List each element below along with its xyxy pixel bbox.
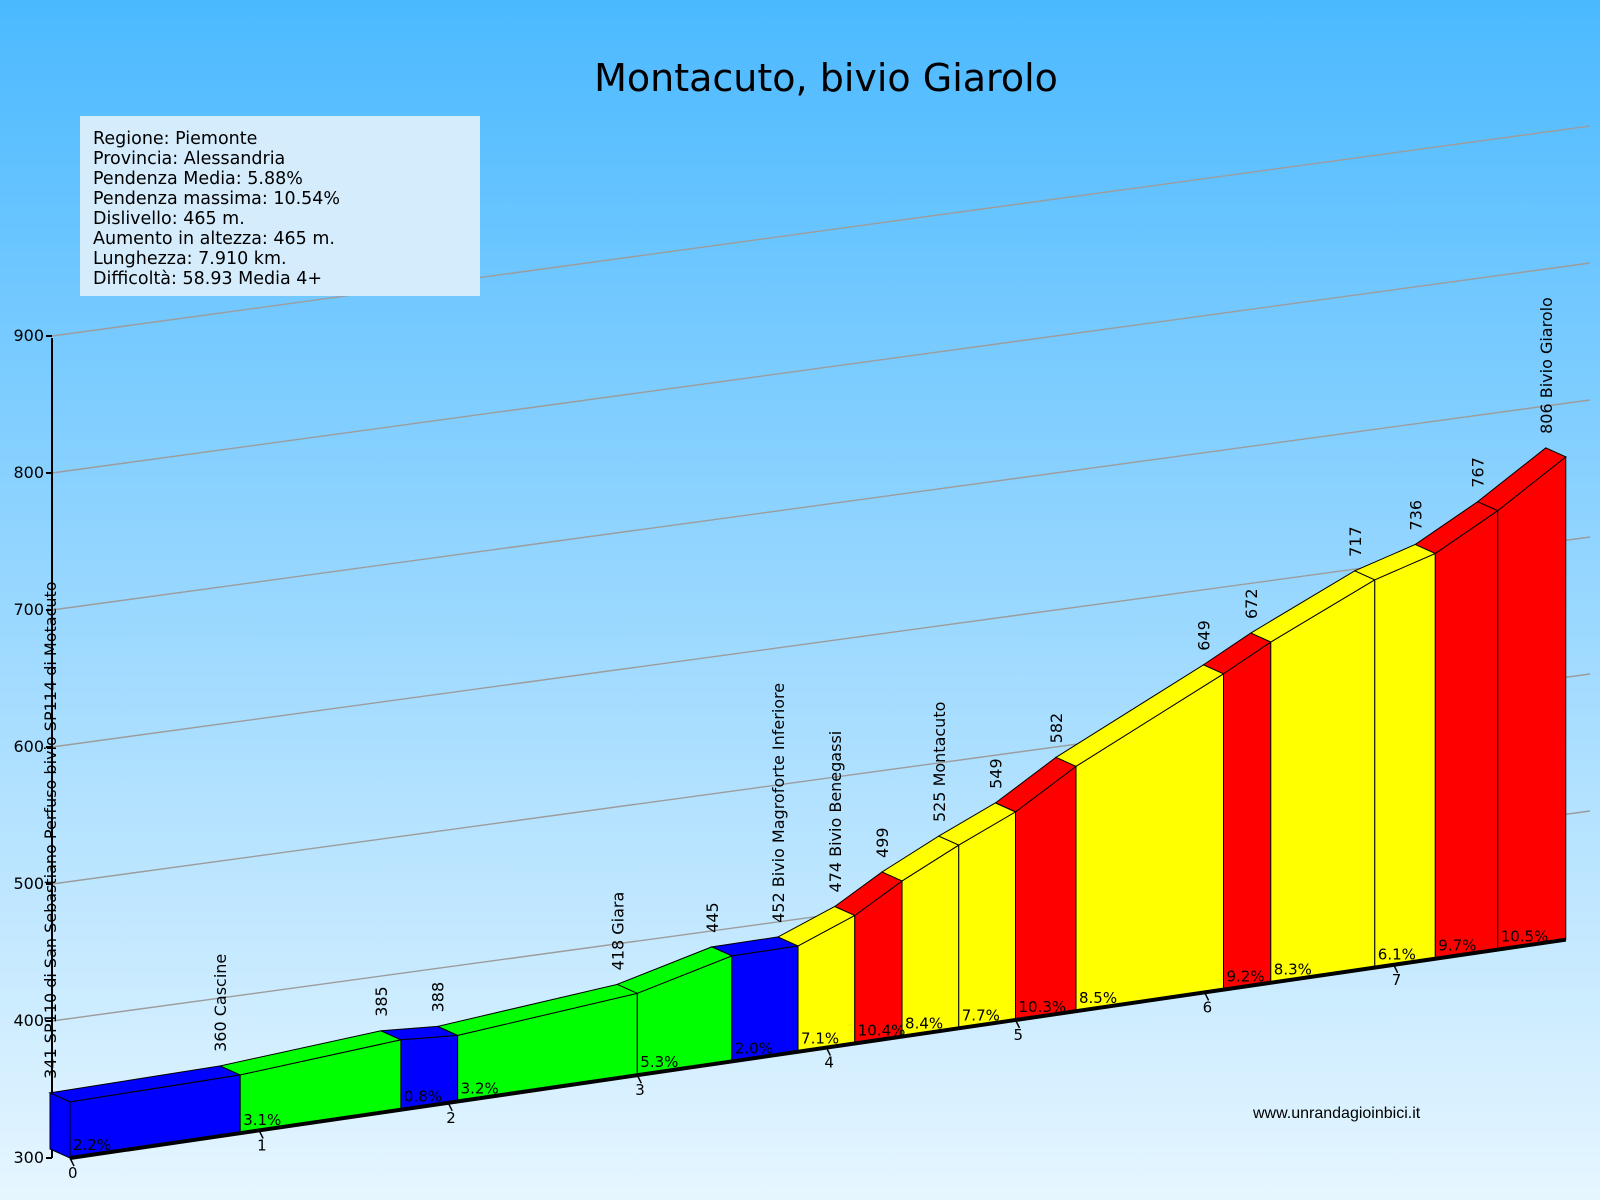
profile-segments — [48, 447, 1567, 1160]
point-elevation-label: 717 — [1346, 526, 1365, 557]
chart-title: Montacuto, bivio Giarolo — [594, 56, 1058, 100]
info-line-lunghezza: Lunghezza: 7.910 km. — [93, 249, 287, 269]
segment-grade-label: 9.2% — [1227, 968, 1265, 986]
grid-line — [51, 399, 1591, 611]
y-tick-label: 700 — [13, 600, 44, 619]
y-tick-label: 300 — [13, 1148, 44, 1167]
segment-grade-label: 8.4% — [905, 1015, 943, 1033]
point-elevation-label: 474 Bivio Benegassi — [826, 731, 845, 893]
point-elevation-label: 736 — [1406, 500, 1425, 531]
point-elevation-label: 549 — [987, 758, 1006, 789]
km-tick-mark — [1393, 964, 1399, 974]
point-elevation-label: 806 Bivio Giarolo — [1537, 297, 1556, 434]
segment-grade-label: 8.5% — [1079, 989, 1117, 1007]
segment-grade-label: 6.1% — [1378, 946, 1416, 964]
info-box: Regione: Piemonte Provincia: Alessandria… — [80, 116, 480, 296]
segment-grade-label: 7.1% — [801, 1030, 839, 1048]
info-line-aumento: Aumento in altezza: 465 m. — [93, 229, 335, 249]
site-credit: www.unrandagioinbici.it — [1252, 1105, 1421, 1122]
info-line-pendenza-media: Pendenza Media: 5.88% — [93, 169, 303, 189]
point-elevation-label: 582 — [1047, 713, 1066, 744]
y-tick-label: 500 — [13, 874, 44, 893]
info-line-difficolta: Difficoltà: 58.93 Media 4+ — [93, 269, 322, 289]
y-tick-label: 400 — [13, 1011, 44, 1030]
point-elevation-label: 418 Giara — [608, 892, 627, 971]
km-tick-mark — [447, 1102, 453, 1112]
km-tick-mark — [1014, 1019, 1021, 1029]
point-elevation-label: 767 — [1469, 457, 1488, 488]
info-line-regione: Regione: Piemonte — [93, 129, 257, 149]
info-box-background — [80, 116, 480, 296]
grid-line — [51, 262, 1591, 474]
segment-grade-label: 8.3% — [1274, 961, 1312, 979]
km-tick-label: 0 — [68, 1164, 78, 1182]
segment-grade-label: 3.1% — [243, 1111, 281, 1129]
y-tick-label: 900 — [13, 326, 44, 345]
km-tick-mark — [825, 1047, 832, 1056]
segment-grade-label: 7.7% — [962, 1006, 1000, 1024]
y-tick-label: 800 — [13, 463, 44, 482]
y-tick-label: 600 — [13, 737, 44, 756]
segment-front-face — [1374, 552, 1436, 969]
point-elevation-label: 445 — [703, 902, 722, 933]
km-tick-label: 5 — [1014, 1026, 1024, 1044]
km-tick-label: 4 — [824, 1054, 834, 1072]
info-line-pendenza-massima: Pendenza massima: 10.54% — [93, 189, 340, 209]
segment-grade-label: 2.2% — [73, 1136, 111, 1154]
point-elevation-label: 525 Montacuto — [930, 702, 949, 822]
point-elevation-label: 388 — [429, 982, 448, 1013]
segment-grade-label: 2.0% — [735, 1039, 773, 1057]
point-elevation-label: 452 Bivio Magroforte Inferiore — [769, 683, 788, 923]
segment-front-face — [1270, 578, 1376, 984]
segment-front-face — [1434, 509, 1499, 960]
km-tick-label: 1 — [257, 1136, 267, 1154]
grid-lines — [51, 125, 1591, 1022]
segment-top-face — [1476, 447, 1567, 512]
point-elevation-label: 360 Cascine — [211, 954, 230, 1052]
km-tick-label: 6 — [1203, 998, 1213, 1016]
point-elevation-label: 649 — [1195, 620, 1214, 651]
point-elevation-label: 341 SP110 di San Sebastiano Perfuso bivi… — [41, 581, 60, 1078]
segment-front-face — [1223, 641, 1272, 991]
km-tick-mark — [636, 1074, 642, 1084]
y-axis: 300 400 500 600 700 800 900 — [13, 326, 53, 1167]
segment-grade-label: 9.7% — [1438, 937, 1476, 955]
grid-line — [51, 125, 1591, 337]
profile-start-face — [49, 1092, 71, 1159]
segment-grade-label: 5.3% — [640, 1053, 678, 1071]
grid-line — [51, 536, 1591, 748]
km-tick-label: 2 — [446, 1109, 456, 1127]
segment-front-face — [958, 810, 1016, 1029]
profile-labels: 2.2% 3.1% 0.8% 3.2% 5.3% 2.0% 7.1% 10.4% 8.4% 7.7… — [41, 297, 1556, 1182]
km-tick-mark — [1203, 992, 1210, 1001]
segment-grade-label: 10.5% — [1501, 928, 1549, 946]
km-tick-mark — [69, 1157, 75, 1167]
point-elevation-label: 499 — [873, 827, 892, 858]
point-elevation-label: 672 — [1242, 588, 1261, 619]
info-line-dislivello: Dislivello: 465 m. — [93, 209, 245, 229]
segment-grade-label: 10.4% — [858, 1021, 906, 1039]
point-elevation-label: 385 — [372, 986, 391, 1017]
km-tick-label: 7 — [1392, 971, 1402, 989]
road-base-line — [69, 937, 1567, 1160]
segment-grade-label: 10.3% — [1019, 998, 1067, 1016]
km-tick-label: 3 — [635, 1081, 645, 1099]
segment-front-face — [1497, 455, 1567, 951]
km-tick-mark — [258, 1130, 264, 1139]
segment-grade-label: 3.2% — [461, 1079, 499, 1097]
info-line-provincia: Provincia: Alessandria — [93, 149, 285, 169]
segment-grade-label: 0.8% — [404, 1088, 442, 1106]
